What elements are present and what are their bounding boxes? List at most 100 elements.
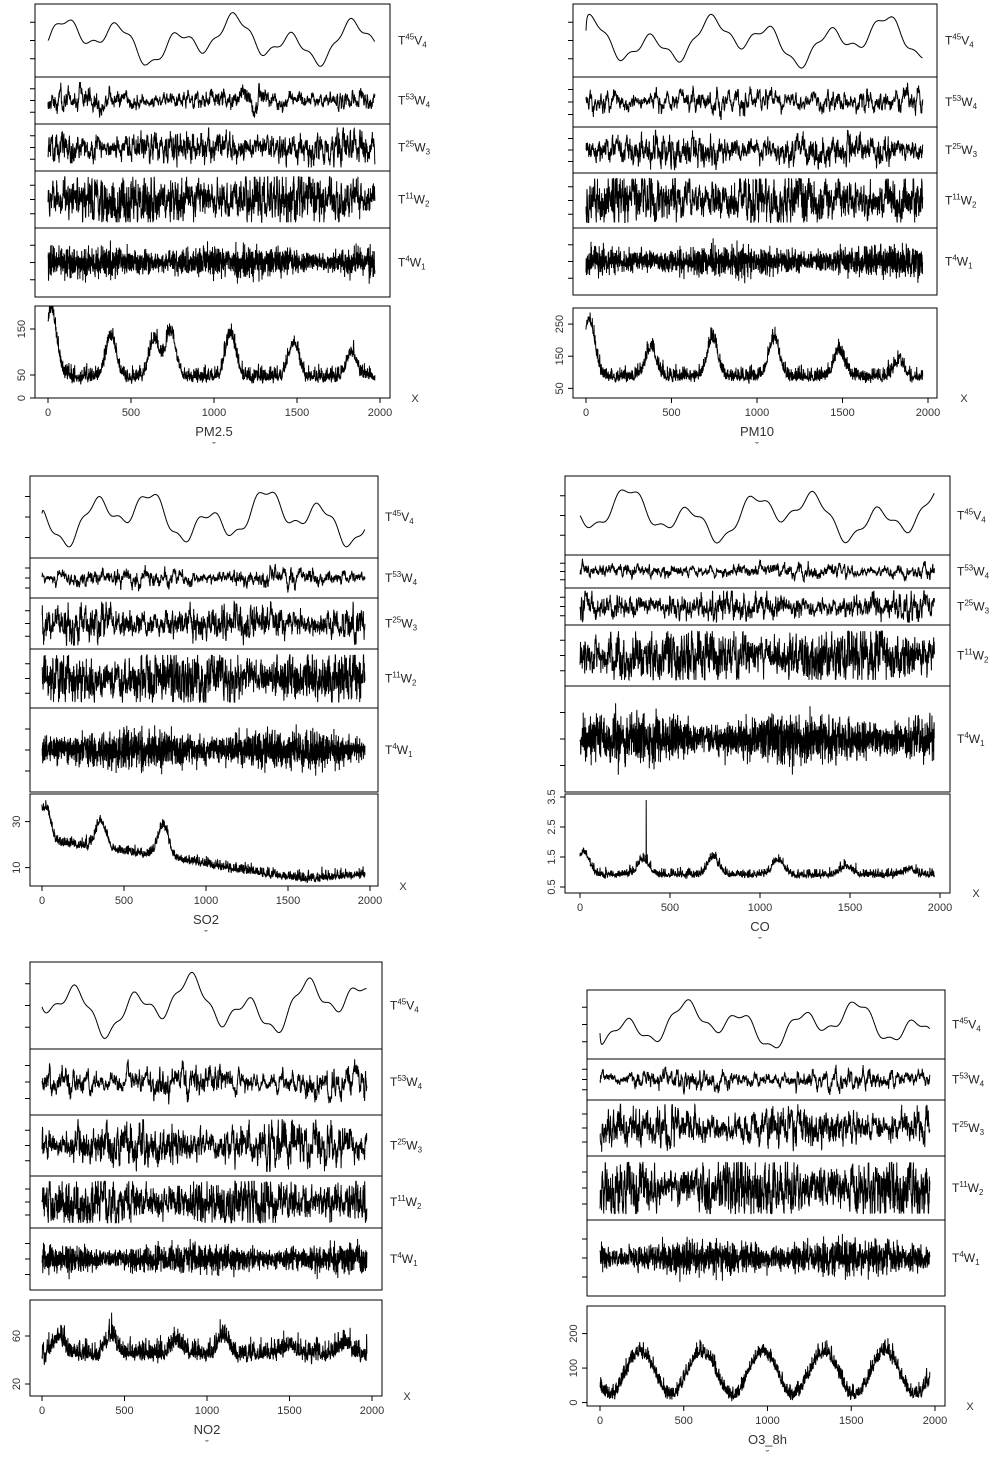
x-tick-label: 0 xyxy=(39,895,45,907)
component-series-line xyxy=(47,127,376,168)
component-label: T25W3 xyxy=(945,142,978,159)
x-tick-label: 1000 xyxy=(745,407,769,419)
x-tick-label: 1500 xyxy=(285,407,309,419)
component-series-line xyxy=(579,558,935,584)
component-label: T45V4 xyxy=(957,508,986,525)
component-label: T11W2 xyxy=(945,193,977,210)
y-tick-label: 30 xyxy=(11,815,23,827)
component-label: T4W1 xyxy=(945,254,973,271)
y-tick-label: 0.5 xyxy=(546,879,558,894)
chart-panel-4: T45V4 T53W4 T25W3 T11W2 T4W1 0.5 1.5 2.5 3.5 0 500… xyxy=(546,475,990,948)
x-axis-subtitle: ˇ xyxy=(755,441,759,453)
x-tick-label: 1000 xyxy=(194,895,218,907)
chart-panel-3: T45V4 T53W4 T25W3 T11W2 T4W1 10 30 0 500 1000 1500… xyxy=(11,475,418,941)
x-tick-label: 2000 xyxy=(368,407,392,419)
x-axis-title: NO2 xyxy=(194,1422,221,1437)
component-box-1 xyxy=(29,961,383,1050)
component-label: T25W3 xyxy=(398,140,431,157)
series-axis-name: X xyxy=(960,393,968,405)
component-series-line xyxy=(41,1238,368,1280)
component-label: T11W2 xyxy=(385,671,417,688)
component-series-line xyxy=(579,630,935,682)
component-series-line xyxy=(579,703,935,775)
x-tick-label: 2000 xyxy=(916,407,940,419)
x-tick-label: 0 xyxy=(597,1415,603,1427)
x-tick-label: 0 xyxy=(39,1405,45,1417)
component-series-line xyxy=(47,176,376,223)
series-axis-name: X xyxy=(972,888,980,900)
original-series-line xyxy=(585,312,924,384)
x-tick-label: 500 xyxy=(115,895,133,907)
component-label: T4W1 xyxy=(390,1251,418,1268)
component-label: T53W4 xyxy=(952,1072,985,1089)
original-series-line xyxy=(599,1338,931,1402)
y-tick-label: 2.5 xyxy=(546,819,558,834)
y-tick-label: 150 xyxy=(16,320,28,338)
x-tick-label: 1000 xyxy=(195,1405,219,1417)
component-box-1 xyxy=(572,3,938,78)
component-label: T25W3 xyxy=(385,616,418,633)
x-tick-label: 500 xyxy=(675,1415,693,1427)
original-series-line xyxy=(579,799,935,880)
x-tick-label: 0 xyxy=(45,407,51,419)
y-tick-label: 150 xyxy=(554,347,566,365)
component-series-line xyxy=(41,1180,368,1224)
component-series-line xyxy=(599,1102,931,1152)
x-tick-label: 500 xyxy=(661,902,679,914)
x-tick-label: 1000 xyxy=(755,1415,779,1427)
y-tick-label: 50 xyxy=(16,369,28,381)
component-series-line xyxy=(47,81,376,118)
series-box xyxy=(29,1299,383,1397)
series-axis-name: X xyxy=(966,1401,974,1413)
component-series-line xyxy=(585,129,924,171)
x-axis-title: PM2.5 xyxy=(195,424,233,439)
x-axis-subtitle: ˇ xyxy=(212,441,216,453)
chart-panel-2: T45V4 T53W4 T25W3 T11W2 T4W1 50 150 250 0 500 1000… xyxy=(554,3,978,453)
x-tick-label: 500 xyxy=(115,1405,133,1417)
component-box-1 xyxy=(586,989,946,1060)
component-series-line xyxy=(41,971,367,1040)
component-series-line xyxy=(41,599,366,646)
x-tick-label: 500 xyxy=(662,407,680,419)
component-series-line xyxy=(41,654,366,703)
component-series-line xyxy=(585,82,924,120)
y-tick-label: 250 xyxy=(554,315,566,333)
x-tick-label: 500 xyxy=(122,407,140,419)
component-label: T53W4 xyxy=(957,564,990,581)
component-series-line xyxy=(599,1233,931,1282)
component-series-line xyxy=(41,1059,368,1105)
y-tick-label: 10 xyxy=(11,861,23,873)
component-series-line xyxy=(599,1064,931,1096)
component-series-line xyxy=(579,589,935,624)
series-box xyxy=(586,1305,946,1407)
series-box xyxy=(29,793,379,887)
y-tick-label: 1.5 xyxy=(546,849,558,864)
component-series-line xyxy=(585,238,924,284)
component-label: T45V4 xyxy=(390,998,419,1015)
component-series-line xyxy=(41,724,366,776)
component-series-line xyxy=(579,489,935,544)
component-label: T53W4 xyxy=(398,93,431,110)
x-tick-label: 2000 xyxy=(358,895,382,907)
component-label: T53W4 xyxy=(390,1074,423,1091)
series-axis-name: X xyxy=(403,1391,411,1403)
component-label: T11W2 xyxy=(952,1180,984,1197)
original-series-line xyxy=(41,1312,368,1365)
x-tick-label: 1000 xyxy=(202,407,226,419)
component-label: T45V4 xyxy=(945,33,974,50)
y-tick-label: 0 xyxy=(568,1399,580,1405)
component-series-line xyxy=(47,12,376,67)
original-series-line xyxy=(41,800,366,883)
x-axis-title: CO xyxy=(750,919,770,934)
x-tick-label: 1500 xyxy=(838,902,862,914)
x-tick-label: 1500 xyxy=(277,1405,301,1417)
component-label: T4W1 xyxy=(957,731,985,748)
y-tick-label: 3.5 xyxy=(546,789,558,804)
component-box-1 xyxy=(564,475,951,556)
x-axis-subtitle: ˇ xyxy=(758,936,762,948)
x-axis-subtitle: ˇ xyxy=(205,1439,209,1451)
component-series-line xyxy=(585,13,923,69)
x-tick-label: 1500 xyxy=(839,1415,863,1427)
